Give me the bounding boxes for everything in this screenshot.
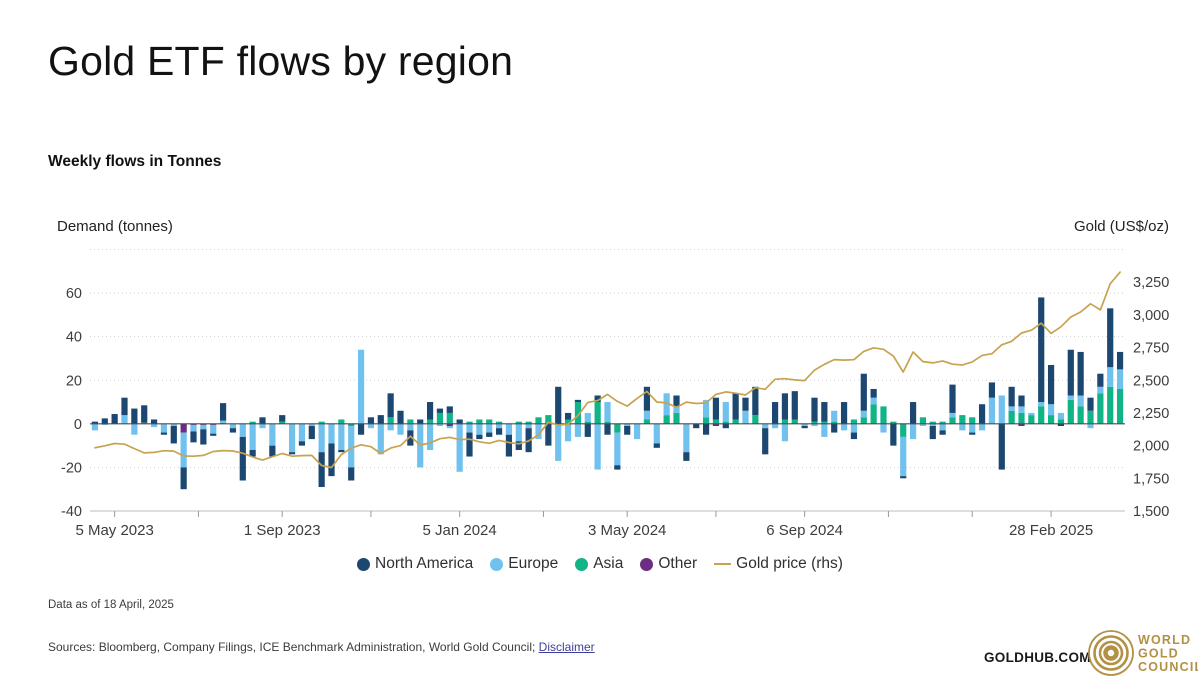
sources-note: Sources: Bloomberg, Company Filings, ICE… (48, 640, 595, 654)
chart-legend: North America Europe Asia Other Gold price (… (0, 555, 1200, 573)
svg-text:1,500: 1,500 (1133, 504, 1169, 520)
svg-text:1 Sep 2023: 1 Sep 2023 (244, 522, 321, 539)
legend-label: North America (375, 555, 474, 572)
legend-label: Other (658, 555, 698, 572)
svg-text:20: 20 (66, 373, 82, 389)
legend-label: Europe (508, 555, 559, 572)
gold-price-line (94, 271, 1121, 469)
svg-text:3,000: 3,000 (1133, 308, 1169, 324)
svg-text:2,250: 2,250 (1133, 406, 1169, 422)
svg-text:2,500: 2,500 (1133, 373, 1169, 389)
svg-text:5 Jan 2024: 5 Jan 2024 (423, 522, 497, 539)
legend-item-gold-price-rhs[interactable]: Gold price (rhs) (714, 555, 843, 573)
svg-text:1,750: 1,750 (1133, 471, 1169, 487)
logo-text-line: COUNCIL (1138, 660, 1198, 674)
svg-text:40: 40 (66, 330, 82, 346)
legend-dot-icon (490, 557, 504, 571)
legend-dot-icon (640, 557, 654, 571)
svg-text:60: 60 (66, 286, 82, 302)
x-axis-ticks (114, 511, 1052, 517)
page-title: Gold ETF flows by region (48, 38, 514, 84)
svg-text:-40: -40 (61, 504, 82, 520)
chart-plot[interactable]: 60 40 20 0 -20 -40 3,250 3,000 2,750 2,500 2,250 2,… (0, 240, 1200, 550)
logo-text-line: GOLD (1138, 647, 1179, 661)
right-axis-title: Gold (US$/oz) (1073, 218, 1169, 235)
chart-subtitle: Weekly flows in Tonnes (48, 153, 222, 170)
svg-text:3 May 2024: 3 May 2024 (588, 522, 666, 539)
svg-text:-20: -20 (61, 460, 82, 476)
legend-dot-icon (575, 557, 589, 571)
svg-text:3,250: 3,250 (1133, 275, 1169, 291)
legend-item-north-america[interactable]: North America (357, 555, 473, 573)
left-axis-title: Demand (tonnes) (57, 218, 173, 235)
svg-text:28 Feb 2025: 28 Feb 2025 (1009, 522, 1093, 539)
axis-labels: 60 40 20 0 -20 -40 3,250 3,000 2,750 2,500 2,250 2,… (61, 275, 1169, 539)
svg-text:2,750: 2,750 (1133, 341, 1169, 357)
data-as-of-note: Data as of 18 April, 2025 (48, 599, 174, 611)
logo-rings-icon (1088, 630, 1134, 676)
gold-price-line-swatch-icon (714, 562, 732, 566)
bars-group (91, 297, 1124, 490)
legend-label: Gold price (rhs) (736, 555, 843, 572)
goldhub-wordmark: GOLDHUB.COM (984, 650, 1091, 665)
logo-text-line: WORLD (1138, 633, 1191, 647)
disclaimer-link[interactable]: Disclaimer (538, 640, 595, 654)
legend-dot-icon (357, 557, 371, 571)
legend-label: Asia (593, 555, 624, 572)
legend-item-other[interactable]: Other (640, 555, 697, 573)
legend-item-asia[interactable]: Asia (575, 555, 623, 573)
svg-text:2,000: 2,000 (1133, 439, 1169, 455)
svg-text:5 May 2023: 5 May 2023 (75, 522, 153, 539)
svg-text:0: 0 (74, 417, 82, 433)
legend-item-europe[interactable]: Europe (490, 555, 558, 573)
svg-text:6 Sep 2024: 6 Sep 2024 (766, 522, 843, 539)
sources-text: Sources: Bloomberg, Company Filings, ICE… (48, 640, 539, 654)
